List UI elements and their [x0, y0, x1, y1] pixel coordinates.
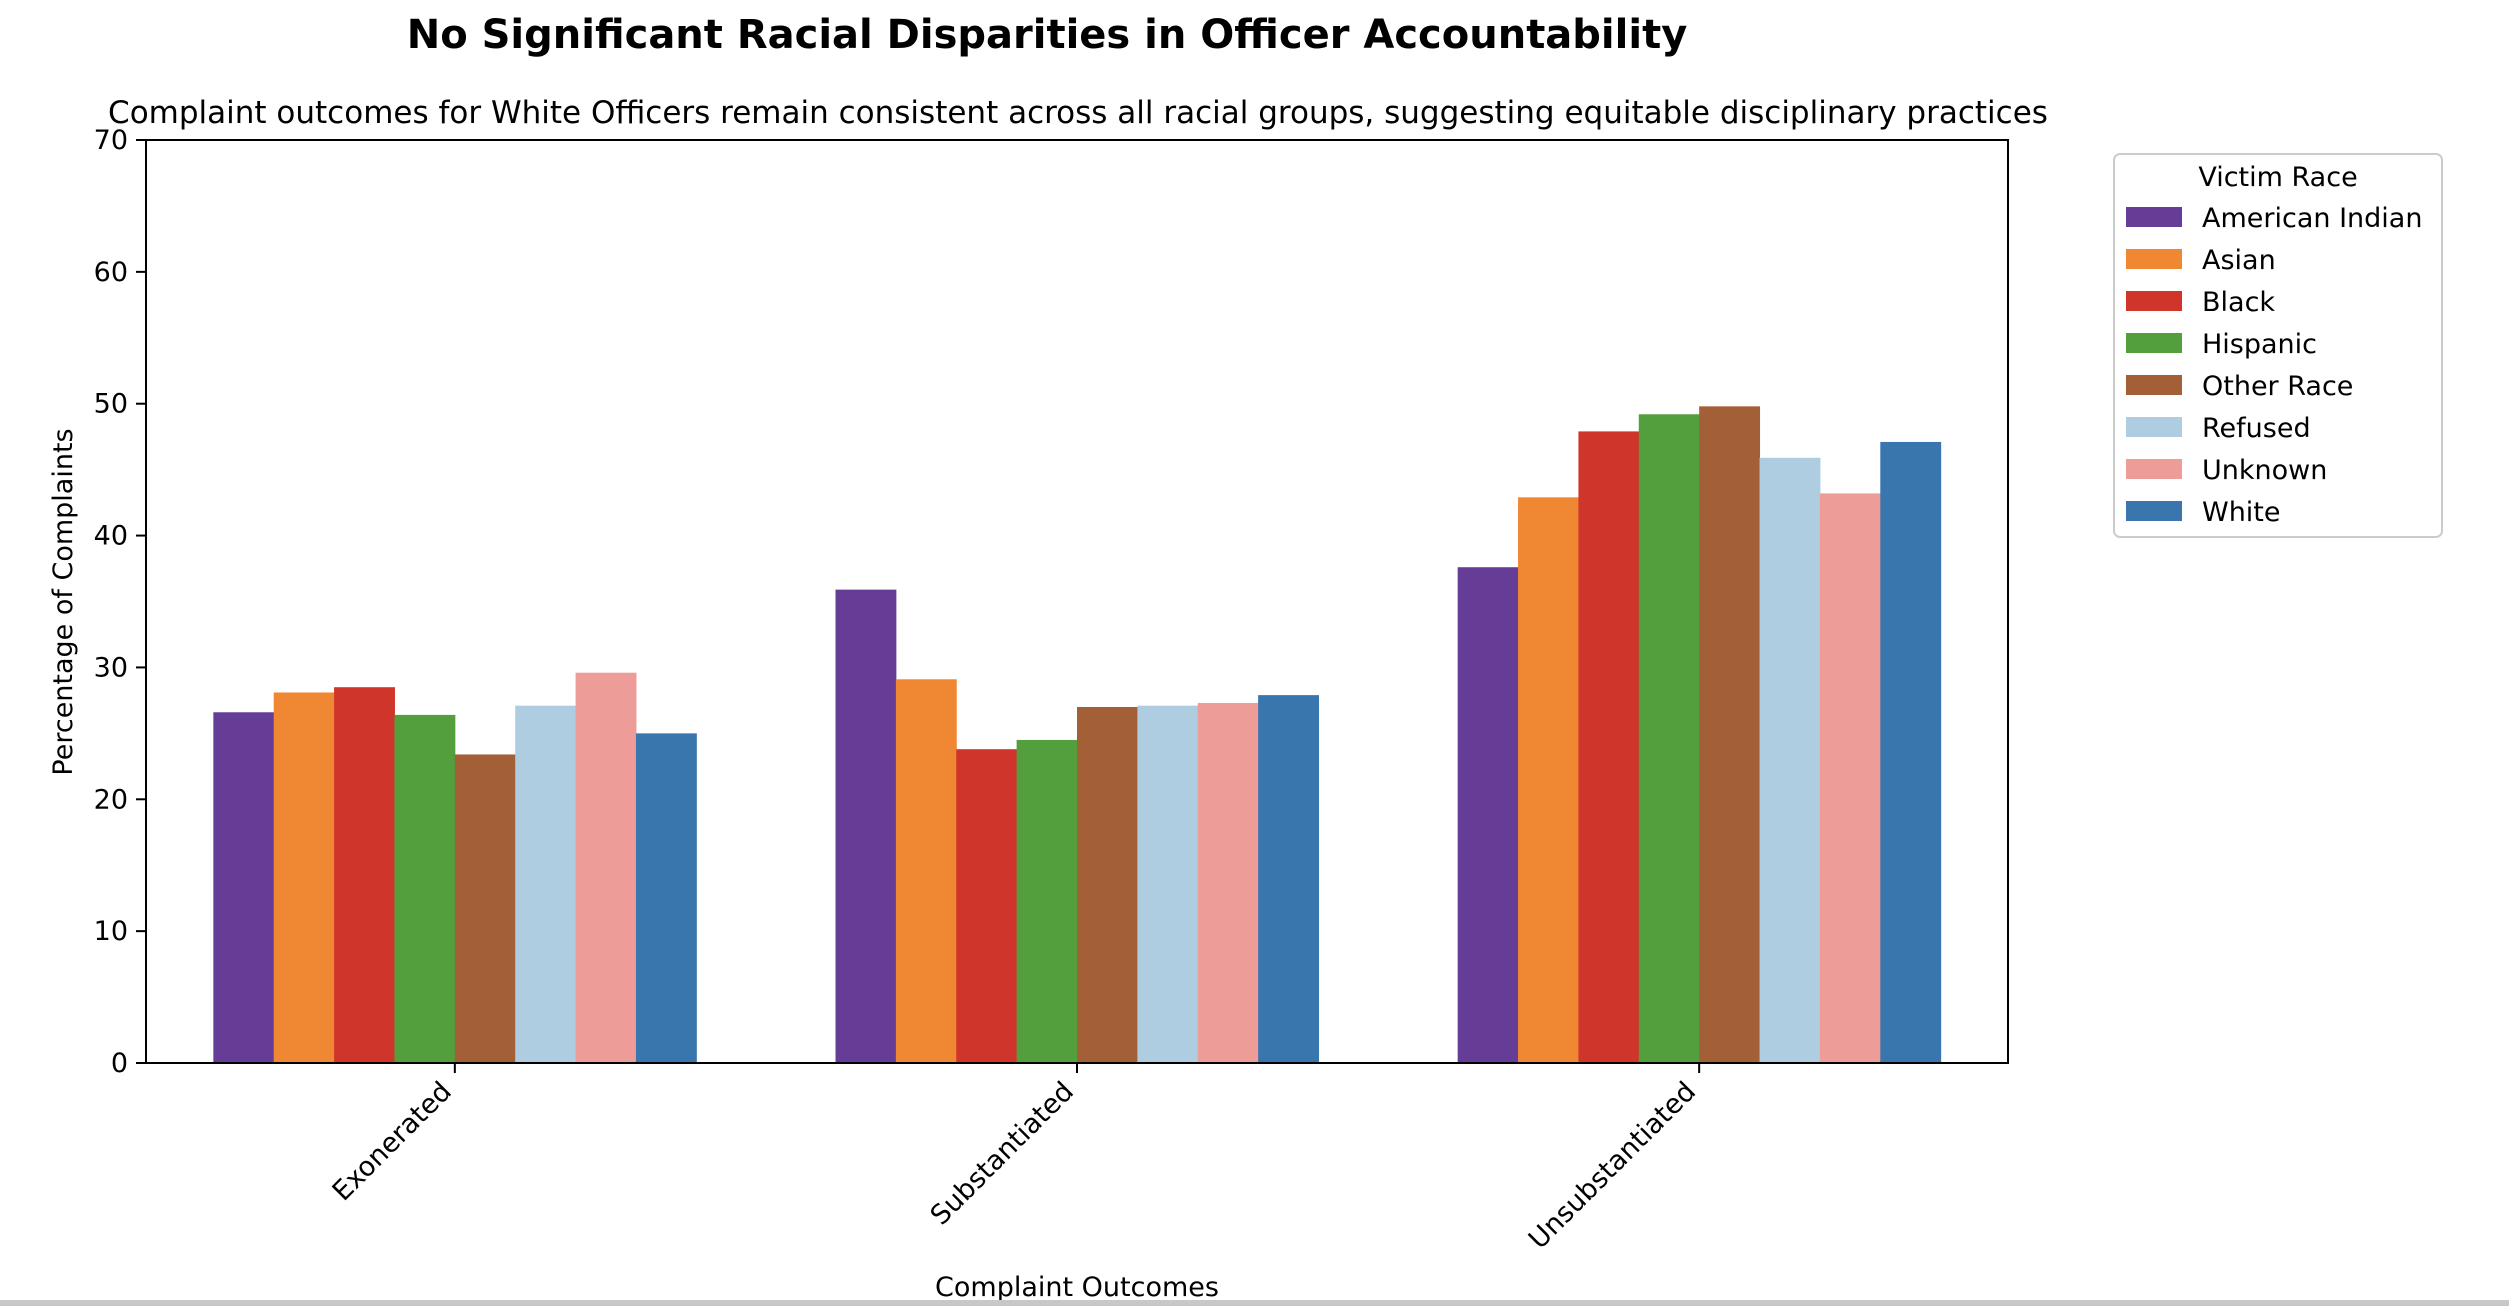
legend-label: American Indian [2202, 203, 2422, 234]
bar-unsubstantiated-other-race [1699, 406, 1761, 1063]
legend-swatch [2126, 207, 2182, 227]
legend-title: Victim Race [2198, 162, 2357, 193]
legend-label: White [2202, 497, 2281, 528]
bar-substantiated-american-indian [835, 589, 897, 1063]
bars-group [213, 406, 1942, 1064]
legend-label: Unknown [2202, 455, 2327, 486]
y-tick-label: 60 [94, 257, 128, 288]
y-tick-label: 70 [94, 125, 128, 156]
legend-swatch [2126, 249, 2182, 269]
legend-label: Black [2202, 287, 2275, 318]
legend-items: American Indian Asian Black Hispanic Other R… [2126, 203, 2422, 528]
y-tick-label: 40 [94, 521, 128, 552]
legend-swatch [2126, 501, 2182, 521]
chart-title: No Significant Racial Disparities in Off… [407, 12, 1688, 58]
y-axis-label: Percentage of Complaints [48, 428, 79, 775]
x-axis-ticks: Exonerated Substantiated Unsubstantiated [327, 1063, 1702, 1255]
y-tick-label: 10 [94, 916, 128, 947]
legend-swatch [2126, 417, 2182, 437]
chart-subtitle: Complaint outcomes for White Officers re… [108, 95, 2048, 131]
x-tick-label: Substantiated [925, 1076, 1080, 1231]
plot-area-frame [145, 139, 2009, 1064]
legend-swatch [2126, 333, 2182, 353]
bar-exonerated-other-race [454, 754, 516, 1063]
legend-label: Asian [2202, 245, 2276, 276]
bar-unsubstantiated-unknown [1819, 493, 1881, 1063]
legend-swatch [2126, 291, 2182, 311]
y-axis-ticks: 0 10 20 30 40 50 60 70 [94, 125, 146, 1079]
bar-unsubstantiated-american-indian [1457, 567, 1519, 1063]
bar-substantiated-unknown [1197, 703, 1259, 1063]
y-tick-label: 20 [94, 784, 128, 815]
legend-label: Other Race [2202, 371, 2353, 402]
y-tick-label: 30 [94, 652, 128, 683]
y-tick-label: 50 [94, 389, 128, 420]
bar-unsubstantiated-white [1880, 441, 1942, 1063]
y-tick-label: 0 [111, 1048, 128, 1079]
bar-exonerated-black [334, 687, 395, 1063]
legend-swatch [2126, 375, 2182, 395]
bar-exonerated-unknown [575, 672, 637, 1063]
bar-exonerated-refused [515, 705, 577, 1063]
x-tick-label: Exonerated [327, 1076, 458, 1207]
legend-frame [2113, 153, 2443, 538]
bar-unsubstantiated-asian [1518, 497, 1579, 1063]
bar-substantiated-black [956, 749, 1018, 1063]
legend-swatch [2126, 459, 2182, 479]
window-bottom-edge [0, 1300, 2509, 1306]
bar-substantiated-hispanic [1016, 739, 1078, 1063]
bar-substantiated-other-race [1077, 706, 1138, 1063]
bar-unsubstantiated-black [1578, 431, 1640, 1063]
bar-exonerated-hispanic [394, 714, 456, 1063]
bar-exonerated-american-indian [213, 712, 275, 1063]
bar-substantiated-asian [895, 679, 957, 1063]
bar-unsubstantiated-hispanic [1638, 414, 1700, 1064]
legend: Victim Race American Indian Asian Black His… [2113, 153, 2443, 538]
bar-unsubstantiated-refused [1759, 457, 1821, 1063]
legend-label: Refused [2202, 413, 2311, 444]
bar-substantiated-refused [1137, 705, 1199, 1063]
x-axis-label: Complaint Outcomes [935, 1272, 1219, 1303]
bar-exonerated-white [635, 733, 697, 1063]
legend-label: Hispanic [2202, 329, 2317, 360]
bar-exonerated-asian [273, 692, 335, 1063]
bar-substantiated-white [1258, 695, 1319, 1063]
x-tick-label: Unsubstantiated [1523, 1076, 1702, 1255]
